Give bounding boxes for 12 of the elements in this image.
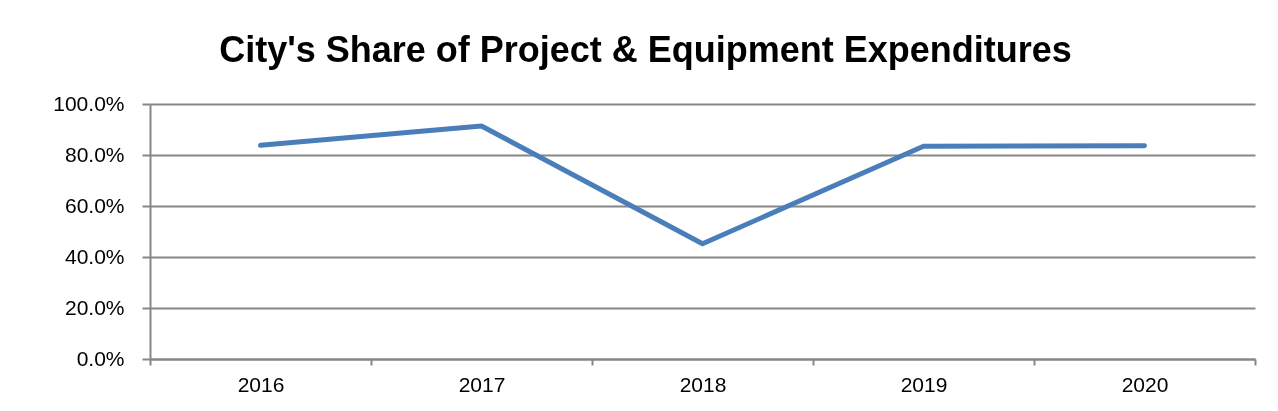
y-tick-label: 0.0%	[76, 346, 125, 370]
x-tick-label: 2016	[237, 372, 285, 396]
y-tick-label: 40.0%	[64, 244, 125, 268]
x-tick-label: 2020	[1121, 372, 1169, 396]
y-tick-label: 100.0%	[53, 91, 125, 115]
y-tick-label: 80.0%	[64, 142, 125, 166]
y-tick-label: 60.0%	[64, 193, 125, 217]
y-tick-label: 20.0%	[64, 295, 125, 319]
x-tick-label: 2019	[900, 372, 948, 396]
x-tick-label: 2018	[679, 372, 727, 396]
x-tick-label: 2017	[458, 372, 506, 396]
chart-title: City's Share of Project & Equipment Expenditures	[219, 29, 1072, 70]
